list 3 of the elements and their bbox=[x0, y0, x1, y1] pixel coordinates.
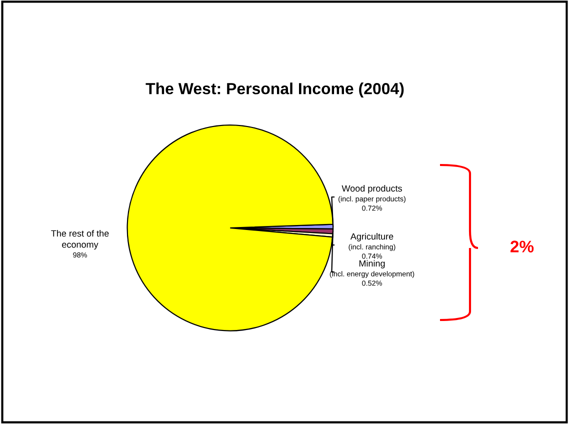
chart-title: The West: Personal Income (2004) bbox=[146, 82, 404, 98]
text: 2% bbox=[510, 240, 534, 252]
slice-label: The rest of the economy bbox=[51, 230, 109, 250]
